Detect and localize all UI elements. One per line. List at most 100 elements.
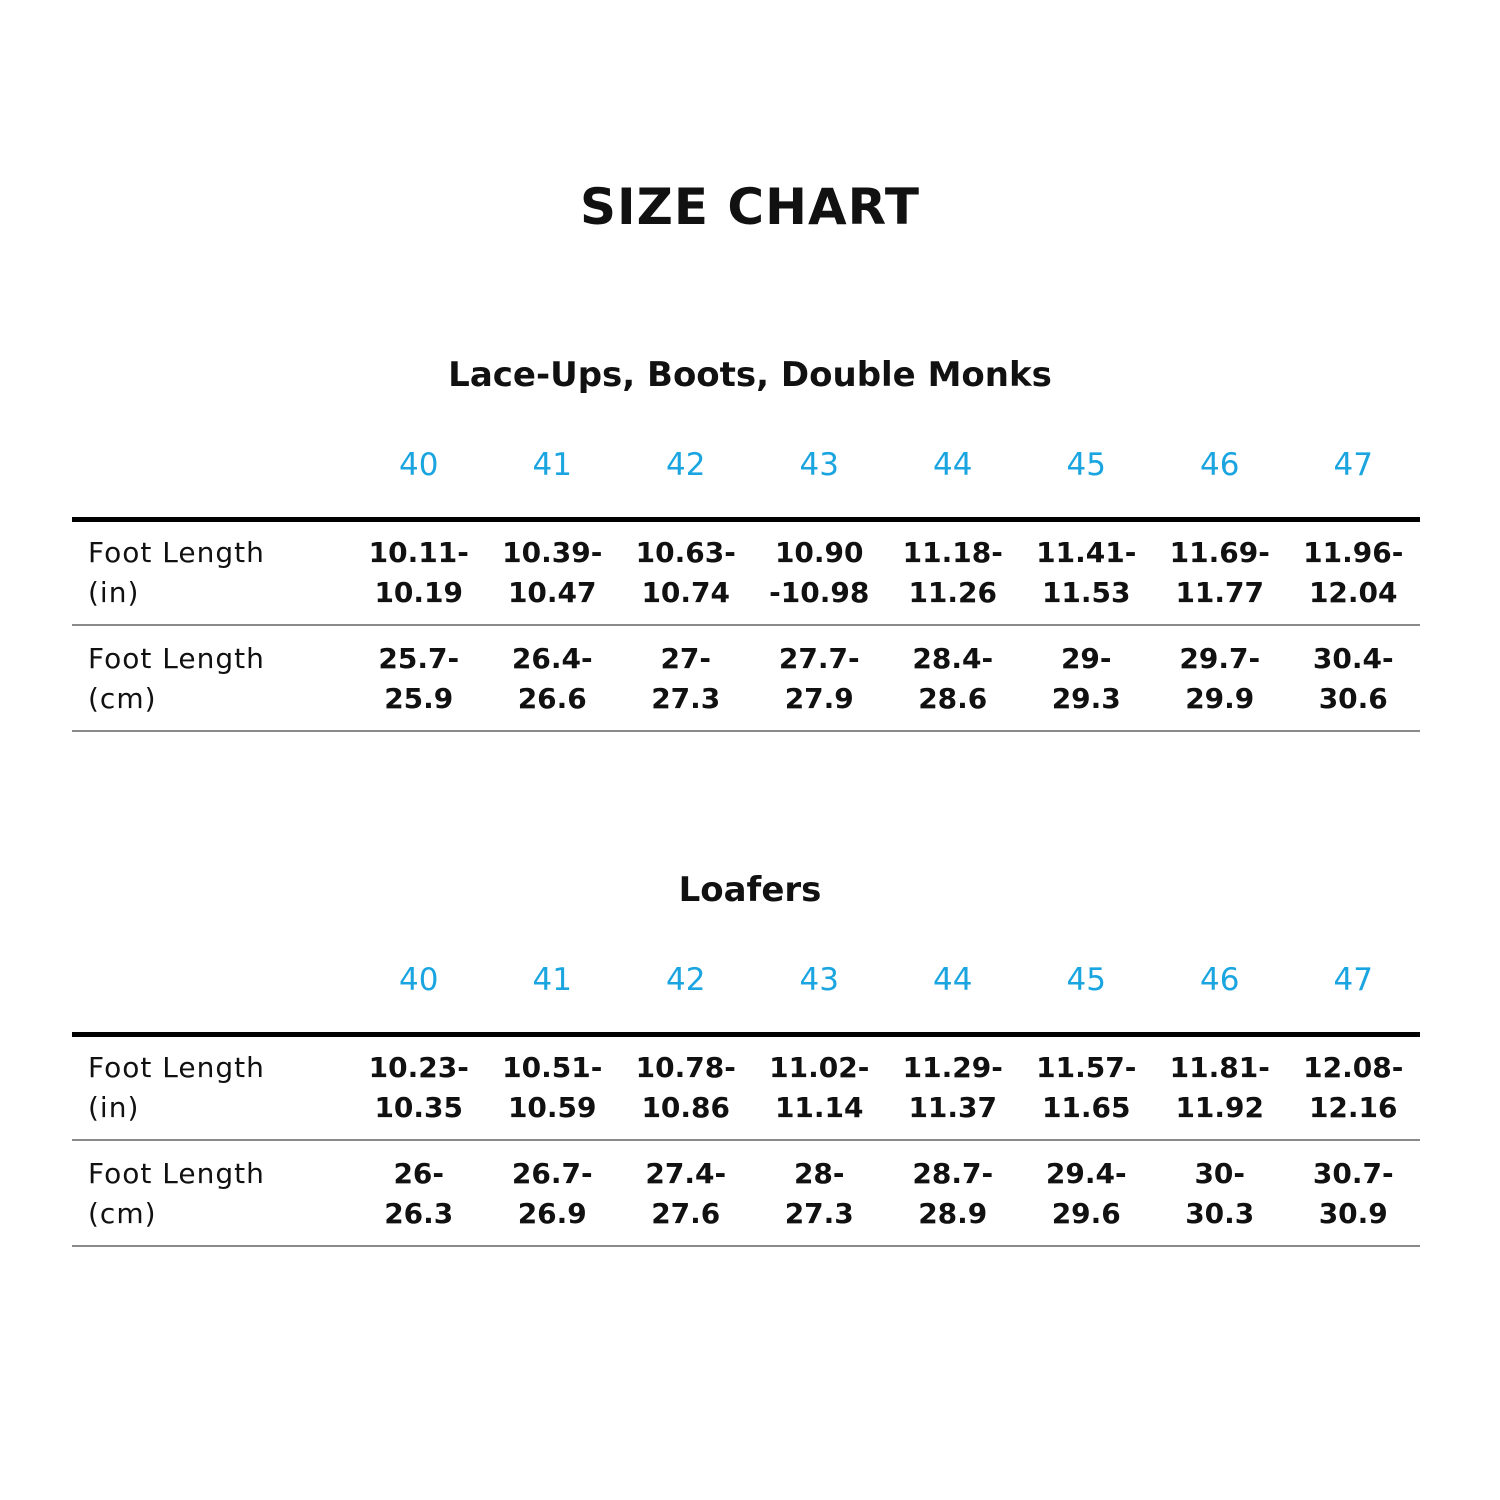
table-cell: 10.23- 10.35 xyxy=(352,1048,486,1128)
size-header: 43 xyxy=(799,447,839,483)
cell-line: 27- xyxy=(660,642,712,675)
table-cell: 26.7- 26.9 xyxy=(486,1154,620,1234)
table-cell: 10.63- 10.74 xyxy=(619,533,753,613)
cell-line: 27.7- xyxy=(778,642,860,675)
cell-line: 27.6 xyxy=(651,1197,721,1230)
cell-line: 10.74 xyxy=(641,576,731,609)
table-cell: 11.41- 11.53 xyxy=(1020,533,1154,613)
size-header-row: 40 41 42 43 44 45 46 47 xyxy=(352,962,1420,1002)
cell-line: 11.69- xyxy=(1169,536,1270,569)
row-label-line: Foot Length xyxy=(88,642,265,675)
cell-line: 29- xyxy=(1060,642,1112,675)
size-header: 44 xyxy=(933,447,973,483)
size-header: 41 xyxy=(532,962,572,998)
cell-line: 27.3 xyxy=(651,682,721,715)
cell-line: 27.3 xyxy=(784,1197,854,1230)
table-cell: 11.81- 11.92 xyxy=(1153,1048,1287,1128)
cell-line: 29.7- xyxy=(1179,642,1261,675)
cell-line: 26- xyxy=(393,1157,445,1190)
size-header: 45 xyxy=(1066,447,1106,483)
cell-line: 11.65 xyxy=(1041,1091,1131,1124)
table-cell: 11.96- 12.04 xyxy=(1287,533,1421,613)
row-label-line: Foot Length xyxy=(88,1157,265,1190)
cell-line: 11.92 xyxy=(1175,1091,1265,1124)
cell-line: 30.6 xyxy=(1318,682,1388,715)
cell-line: 28- xyxy=(793,1157,845,1190)
table-cell: 25.7- 25.9 xyxy=(352,639,486,719)
cell-line: 10.63- xyxy=(635,536,736,569)
table-cell: 30.4- 30.6 xyxy=(1287,639,1421,719)
cell-line: 26.7- xyxy=(511,1157,593,1190)
table-cell: 29.7- 29.9 xyxy=(1153,639,1287,719)
cell-line: 30- xyxy=(1194,1157,1246,1190)
table-cell: 11.02- 11.14 xyxy=(753,1048,887,1128)
cell-line: 10.47 xyxy=(507,576,597,609)
row-label-line: (cm) xyxy=(88,682,157,715)
table-cell: 11.57- 11.65 xyxy=(1020,1048,1154,1128)
row-label-line: Foot Length xyxy=(88,536,265,569)
cell-line: 11.18- xyxy=(902,536,1003,569)
cell-line: 12.08- xyxy=(1303,1051,1404,1084)
row-divider xyxy=(72,624,1420,626)
size-header: 43 xyxy=(799,962,839,998)
cell-line: 28.9 xyxy=(918,1197,988,1230)
size-header: 41 xyxy=(532,447,572,483)
table-cell: 27.7- 27.9 xyxy=(753,639,887,719)
size-header: 46 xyxy=(1200,447,1240,483)
cell-line: 26.4- xyxy=(511,642,593,675)
cell-line: 10.11- xyxy=(368,536,469,569)
row-divider xyxy=(72,1245,1420,1247)
cell-line: 27.4- xyxy=(645,1157,727,1190)
cell-line: 10.78- xyxy=(635,1051,736,1084)
table-cell: 26.4- 26.6 xyxy=(486,639,620,719)
page-title: SIZE CHART xyxy=(579,178,921,236)
row-label: Foot Length (in) xyxy=(72,1048,352,1128)
size-header: 44 xyxy=(933,962,973,998)
cell-line: 28.7- xyxy=(912,1157,994,1190)
table-cell: 12.08- 12.16 xyxy=(1287,1048,1421,1128)
cell-line: 11.77 xyxy=(1175,576,1265,609)
table-cell: 10.39- 10.47 xyxy=(486,533,620,613)
table-cell: 27- 27.3 xyxy=(619,639,753,719)
cell-line: 10.59 xyxy=(507,1091,597,1124)
size-header: 45 xyxy=(1066,962,1106,998)
cell-line: 10.90 xyxy=(774,536,864,569)
cell-line: 10.35 xyxy=(374,1091,464,1124)
table-title: Lace-Ups, Boots, Double Monks xyxy=(448,355,1052,395)
cell-line: 29.9 xyxy=(1185,682,1255,715)
table-title: Loafers xyxy=(678,870,822,910)
cell-line: 10.51- xyxy=(502,1051,603,1084)
cell-line: 28.4- xyxy=(912,642,994,675)
table-cell: 11.69- 11.77 xyxy=(1153,533,1287,613)
table-cell: 28.7- 28.9 xyxy=(886,1154,1020,1234)
cell-line: 30.7- xyxy=(1312,1157,1394,1190)
cell-line: 29.3 xyxy=(1051,682,1121,715)
cell-line: 11.96- xyxy=(1303,536,1404,569)
table-cell: 27.4- 27.6 xyxy=(619,1154,753,1234)
cell-line: 11.14 xyxy=(774,1091,864,1124)
cell-line: 26.9 xyxy=(517,1197,587,1230)
cell-line: 29.6 xyxy=(1051,1197,1121,1230)
cell-line: 10.19 xyxy=(374,576,464,609)
row-label-line: (in) xyxy=(88,1091,140,1124)
table-cell: 10.51- 10.59 xyxy=(486,1048,620,1128)
cell-line: 10.23- xyxy=(368,1051,469,1084)
table-cell: 10.90 -10.98 xyxy=(753,533,887,613)
table-row: Foot Length (cm) 26- 26.3 26.7- 26.9 27.4- 27.6… xyxy=(72,1154,1420,1234)
table-cell: 11.29- 11.37 xyxy=(886,1048,1020,1128)
cell-line: 30.4- xyxy=(1312,642,1394,675)
table-cell: 10.11- 10.19 xyxy=(352,533,486,613)
cell-line: 11.29- xyxy=(902,1051,1003,1084)
row-label-line: Foot Length xyxy=(88,1051,265,1084)
table-row: Foot Length (in) 10.11- 10.19 10.39- 10.47 10.… xyxy=(72,533,1420,613)
cell-line: -10.98 xyxy=(769,576,870,609)
table-row: Foot Length (cm) 25.7- 25.9 26.4- 26.6 27- 27.3… xyxy=(72,639,1420,719)
table-cell: 28.4- 28.6 xyxy=(886,639,1020,719)
size-header: 47 xyxy=(1333,447,1373,483)
row-label: Foot Length (in) xyxy=(72,533,352,613)
cell-line: 25.7- xyxy=(378,642,460,675)
size-header: 46 xyxy=(1200,962,1240,998)
table-row: Foot Length (in) 10.23- 10.35 10.51- 10.59 10.… xyxy=(72,1048,1420,1128)
cell-line: 26.6 xyxy=(517,682,587,715)
cell-line: 28.6 xyxy=(918,682,988,715)
